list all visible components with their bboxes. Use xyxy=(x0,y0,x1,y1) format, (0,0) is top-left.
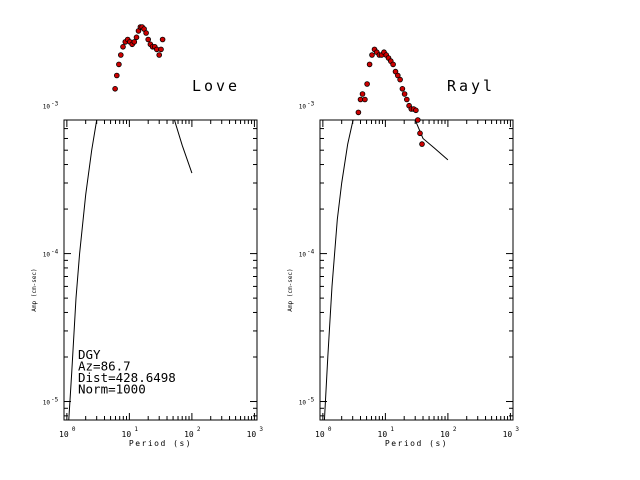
rayl-observed-point xyxy=(362,96,368,103)
rayl-observed-point xyxy=(359,91,366,97)
love-y-tick-label: 10 xyxy=(43,252,51,259)
rayl-x-tick-label: 10 xyxy=(440,430,450,439)
rayl-observed-point xyxy=(413,107,419,114)
love-observed-point xyxy=(145,36,152,43)
rayl-observed-point xyxy=(401,91,408,97)
love-y-tick-exponent: -4 xyxy=(51,249,59,256)
rayl-x-tick-label: 10 xyxy=(378,430,388,439)
rayl-x-tick-exponent: 0 xyxy=(328,426,332,433)
rayl-title: Rayl xyxy=(447,77,495,95)
love-observed-point xyxy=(114,72,120,79)
love-annotation-line: Az=86.7 xyxy=(78,359,131,374)
love-observed-point xyxy=(112,86,118,92)
love-x-tick-exponent: 3 xyxy=(259,426,263,433)
rayl-observed-point xyxy=(417,130,423,137)
love-x-tick-label: 10 xyxy=(184,430,194,439)
rayl-observed-point xyxy=(394,72,401,79)
rayl-y-axis-label: Amp (cm-sec) xyxy=(287,268,294,311)
rayl-observed-point xyxy=(399,86,406,92)
love-annotation-line: Dist=428.6498 xyxy=(78,370,176,385)
rayl-y-tick-exponent: -3 xyxy=(307,101,315,108)
rayl-y-tick-exponent: -5 xyxy=(307,397,315,404)
love-x-tick-label: 10 xyxy=(59,430,69,439)
love-observed-point xyxy=(120,43,126,50)
rayl-y-tick-label: 10 xyxy=(299,104,307,111)
rayl-x-tick-exponent: 2 xyxy=(453,426,457,433)
rayl-observed-point xyxy=(414,117,421,123)
rayl-observed-point xyxy=(369,52,375,58)
love-x-tick-exponent: 1 xyxy=(134,426,138,433)
rayl-model-curve xyxy=(323,120,449,420)
love-y-tick-label: 10 xyxy=(43,400,51,407)
rayl-plot-frame xyxy=(319,119,514,421)
love-y-axis-label: Amp (cm-sec) xyxy=(31,268,38,311)
love-y-tick-exponent: -5 xyxy=(51,397,59,404)
rayl-y-tick-exponent: -4 xyxy=(307,249,315,256)
love-observed-point xyxy=(159,36,166,43)
love-title: Love xyxy=(192,77,240,95)
rayl-observed-point xyxy=(364,81,370,87)
love-model-curve xyxy=(68,120,193,420)
love-plot-frame xyxy=(63,119,258,421)
love-observed-point xyxy=(156,52,163,58)
love-observed-point xyxy=(131,39,138,45)
love-observed-point xyxy=(143,30,149,36)
rayl-x-tick-label: 10 xyxy=(315,430,325,439)
rayl-y-tick-label: 10 xyxy=(299,252,307,259)
love-x-axis-label: Period (s) xyxy=(129,439,192,448)
rayl-y-tick-label: 10 xyxy=(299,400,307,407)
love-annotation-line: Norm=1000 xyxy=(78,382,146,397)
rayl-x-tick-exponent: 1 xyxy=(390,426,394,433)
rayl-x-axis-label: Period (s) xyxy=(385,439,448,448)
love-observed-point xyxy=(133,34,140,41)
love-annotation-line: DGY xyxy=(78,347,101,362)
love-y-tick-label: 10 xyxy=(43,104,51,111)
rayl-x-tick-exponent: 3 xyxy=(515,426,519,433)
love-x-tick-label: 10 xyxy=(247,430,257,439)
love-x-tick-exponent: 0 xyxy=(72,426,76,433)
rayl-x-tick-label: 10 xyxy=(503,430,513,439)
love-y-tick-exponent: -3 xyxy=(51,101,59,108)
rayl-observed-point xyxy=(355,109,362,116)
love-x-tick-exponent: 2 xyxy=(197,426,201,433)
love-x-tick-label: 10 xyxy=(122,430,132,439)
rayl-observed-point xyxy=(403,96,410,103)
rayl-observed-point xyxy=(390,61,396,68)
rayl-observed-point xyxy=(397,76,403,83)
love-observed-point xyxy=(158,46,164,53)
rayl-observed-point xyxy=(419,141,425,147)
love-observed-point xyxy=(116,61,122,68)
love-observed-point xyxy=(118,52,124,58)
rayl-observed-point xyxy=(366,61,373,68)
